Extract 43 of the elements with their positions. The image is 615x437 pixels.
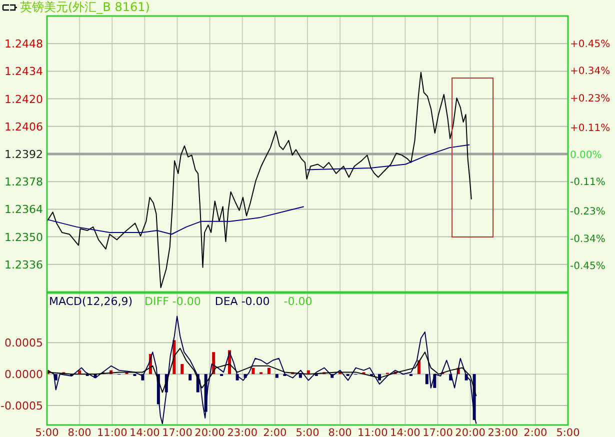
y-tick-label: 1.2364 [4,203,43,216]
y2-tick-label: +0.11% [570,122,610,134]
x-tick-label: 11:00 [357,427,388,437]
y-tick-label: 1.2350 [4,230,43,244]
y2-tick-label: +0.45% [570,39,610,50]
x-tick-label: 2:00 [263,427,287,437]
annotation: DIFF -0.00 [144,295,201,308]
y-tick-label: 1.2448 [4,38,43,51]
y-tick-label: 1.2336 [4,258,43,272]
x-tick-label: 20:00 [194,427,225,437]
x-tick-label: 14:00 [390,427,420,437]
chart-title: MACD(12,26,9) [49,295,133,308]
y-tick-label: 0.0005 [4,336,43,350]
x-tick-label: 23:00 [488,427,518,437]
y2-tick-label: -0.11% [570,177,606,188]
x-tick-label: 2:00 [524,427,548,437]
x-tick-label: 17:00 [162,427,192,437]
y-tick-label: 1.2378 [4,176,43,189]
x-tick-label: 8:00 [68,427,92,437]
y-tick-label: 1.2406 [4,120,43,134]
annotation: DEA -0.00 [214,295,270,308]
y-tick-label: 0.0000 [4,368,43,382]
y2-tick-label: -0.45% [570,260,606,272]
chart-title: 英镑美元(外汇_B 8161) [20,0,150,14]
x-tick-label: 8:00 [328,427,352,437]
y-tick-label: 1.2392 [4,148,43,161]
x-tick-label: 17:00 [422,427,453,437]
x-tick-label: 5:00 [556,427,580,437]
y-tick-label: 1.2434 [4,65,43,78]
y2-tick-label: -0.34% [570,234,606,245]
y2-tick-label: 0.00% [570,150,602,161]
y2-tick-label: +0.34% [570,66,610,78]
x-tick-label: 20:00 [455,427,486,437]
x-tick-label: 14:00 [130,427,160,437]
y2-tick-label: -0.23% [570,206,606,218]
x-tick-label: 5:00 [296,427,320,437]
y2-tick-label: +0.23% [570,93,610,104]
y-tick-label: -0.0005 [0,400,43,413]
x-tick-label: 5:00 [35,427,59,437]
y-tick-label: 1.2420 [4,92,43,106]
x-tick-label: 11:00 [96,427,128,437]
annotation: -0.00 [284,295,312,308]
x-tick-label: 23:00 [227,427,258,437]
